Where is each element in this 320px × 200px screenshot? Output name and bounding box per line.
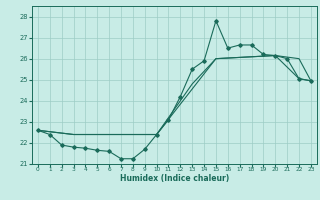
X-axis label: Humidex (Indice chaleur): Humidex (Indice chaleur): [120, 174, 229, 183]
